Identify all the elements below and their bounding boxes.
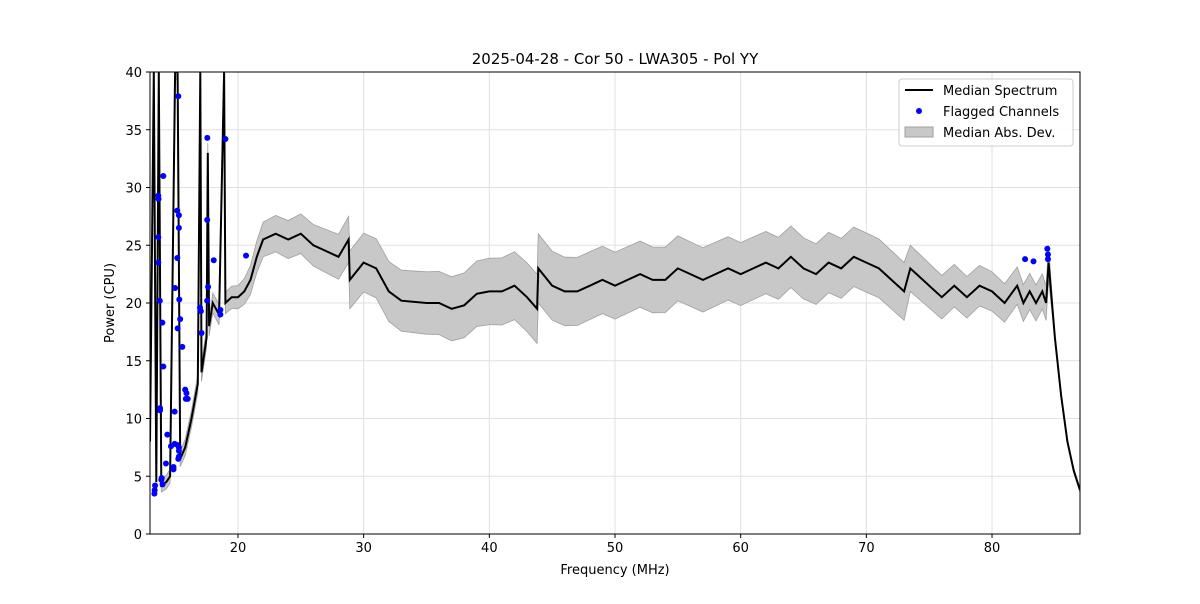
flagged-channel-point [156, 297, 163, 304]
flagged-channel-point [152, 482, 159, 489]
flagged-channel-point [174, 207, 181, 214]
flagged-channel-point [171, 408, 178, 415]
flagged-channel-point [1022, 256, 1029, 263]
flagged-channel-point [167, 443, 174, 450]
flagged-channel-point [1044, 256, 1051, 263]
mad-band [150, 72, 1080, 493]
flagged-channel-point [204, 216, 211, 223]
legend-median: Median Spectrum [943, 84, 1057, 99]
flagged-channel-point [160, 172, 167, 179]
flagged-channel-point [197, 308, 204, 315]
flagged-channel-point [1044, 245, 1051, 252]
x-tick-label: 50 [607, 541, 624, 556]
flagged-channel-point [1044, 251, 1051, 258]
flagged-channel-point [174, 254, 181, 261]
flagged-channel-point [198, 330, 205, 337]
flagged-channel-point [151, 490, 158, 497]
x-tick-label: 80 [984, 541, 1001, 556]
flagged-channel-point [183, 390, 190, 397]
flagged-channel-point [172, 284, 179, 291]
y-tick-label: 10 [125, 413, 142, 428]
flagged-channel-point [159, 319, 166, 326]
flagged-channel-point [179, 343, 186, 350]
flagged-channels [151, 93, 1051, 497]
flagged-channel-point [155, 259, 162, 266]
flagged-channel-point [175, 212, 182, 219]
flagged-channel-point [204, 297, 211, 304]
x-axis-label: Frequency (MHz) [560, 563, 669, 578]
flagged-channel-point [217, 311, 224, 318]
flagged-channel-point [210, 257, 217, 264]
flagged-channel-point [157, 405, 164, 412]
flagged-channel-point [205, 283, 212, 290]
median-spectrum-line [150, 72, 1080, 491]
x-tick-label: 70 [858, 541, 875, 556]
y-axis-label: Power (CPU) [103, 263, 118, 343]
legend-flagged: Flagged Channels [943, 105, 1059, 120]
y-tick-label: 0 [134, 528, 142, 543]
y-tick-label: 40 [125, 66, 142, 81]
axis-ticks: 20 30 40 50 60 70 80 0 5 10 15 20 25 30 35 40 [125, 66, 1000, 556]
flagged-channel-point [164, 431, 171, 438]
flagged-channel-point [158, 476, 165, 483]
x-tick-label: 60 [732, 541, 749, 556]
flagged-channel-point [175, 93, 182, 100]
flagged-channel-point [177, 316, 184, 323]
flagged-channel-point [155, 196, 162, 203]
legend-band-swatch [904, 126, 934, 138]
y-tick-label: 35 [125, 124, 142, 139]
flagged-channel-point [159, 481, 166, 488]
x-tick-label: 40 [481, 541, 498, 556]
flagged-channel-point [175, 447, 182, 454]
flagged-channel-point [155, 234, 162, 241]
legend-mad: Median Abs. Dev. [943, 126, 1055, 141]
y-tick-label: 5 [134, 470, 142, 485]
flagged-channel-point [176, 296, 183, 303]
flagged-channel-point [1030, 258, 1037, 265]
flagged-channel-point [204, 134, 211, 141]
legend: Median Spectrum Flagged Channels Median … [898, 78, 1074, 147]
flagged-channel-point [217, 306, 224, 313]
x-tick-label: 30 [355, 541, 372, 556]
flagged-channel-point [222, 135, 229, 142]
flagged-channel-point [170, 466, 177, 473]
y-tick-label: 15 [125, 355, 142, 370]
flagged-channel-point [184, 395, 191, 402]
flagged-channel-point [175, 224, 182, 231]
y-tick-label: 20 [125, 297, 142, 312]
flagged-channel-point [174, 325, 181, 332]
y-tick-label: 30 [125, 182, 142, 197]
flagged-channel-point [160, 363, 167, 370]
chart-title: 2025-04-28 - Cor 50 - LWA305 - Pol YY [472, 50, 759, 68]
legend-dot-swatch [916, 108, 922, 114]
flagged-channel-point [243, 252, 250, 259]
y-tick-label: 25 [125, 239, 142, 254]
flagged-channel-point [162, 460, 169, 467]
x-tick-label: 20 [230, 541, 247, 556]
flagged-channel-point [175, 455, 182, 462]
